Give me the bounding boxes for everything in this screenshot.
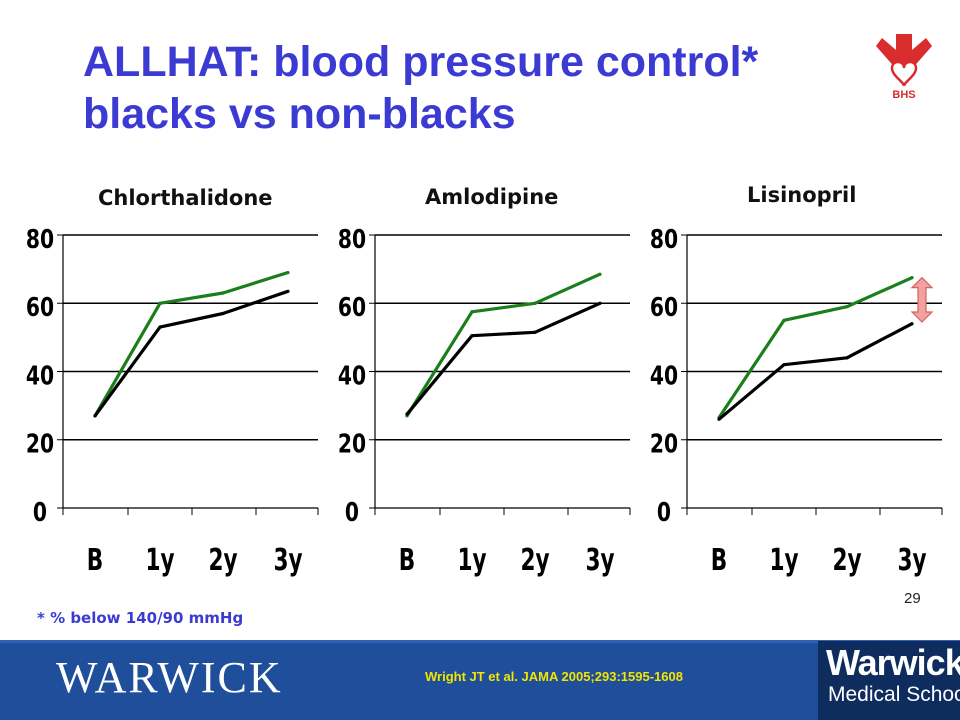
data-point <box>845 356 849 360</box>
series-line-green <box>717 276 913 419</box>
data-point <box>221 311 225 316</box>
x-tick-label: 2y <box>208 544 237 578</box>
data-point <box>845 305 849 309</box>
citation: Wright JT et al. JAMA 2005;293:1595-1608 <box>425 669 683 684</box>
data-point <box>717 417 721 421</box>
y-tick-label: 80 <box>338 225 366 255</box>
data-point <box>470 310 474 314</box>
y-tick-label: 0 <box>657 498 671 528</box>
slide-title-line-1: ALLHAT: blood pressure control* <box>83 38 759 86</box>
x-tick-label: 3y <box>273 544 302 578</box>
chart-title-chlorthalidone: Chlorthalidone <box>98 186 273 210</box>
y-tick-label: 60 <box>26 293 54 323</box>
series-line-green <box>93 270 289 417</box>
x-tick-label: B <box>87 544 103 578</box>
x-tick-label: 1y <box>457 544 486 578</box>
chart-title-lisinopril: Lisinopril <box>747 183 857 207</box>
slide-title-line-2: blacks vs non-blacks <box>83 90 516 138</box>
footnote: * % below 140/90 mmHg <box>37 609 244 627</box>
footer-divider <box>0 640 960 643</box>
y-tick-label: 20 <box>650 429 678 459</box>
chart-title-amlodipine: Amlodipine <box>425 185 559 209</box>
x-tick-label: B <box>711 544 727 578</box>
data-point <box>286 289 290 293</box>
data-point <box>470 334 474 338</box>
slide-number: 29 <box>904 590 921 607</box>
x-tick-label: 2y <box>832 544 861 578</box>
y-tick-label: 20 <box>26 429 54 459</box>
y-tick-label: 40 <box>26 361 54 391</box>
y-tick-label: 60 <box>650 293 678 323</box>
data-point <box>93 414 97 418</box>
x-tick-label: 2y <box>520 544 549 578</box>
y-tick-label: 80 <box>26 225 54 255</box>
x-tick-label: B <box>399 544 415 578</box>
data-point <box>910 276 914 280</box>
x-tick-label: 1y <box>145 544 174 578</box>
data-point <box>533 330 537 334</box>
x-tick-label: 3y <box>585 544 614 578</box>
chart-amlodipine: 0 20 40 60 80 B 1y 2y 3y <box>338 225 631 578</box>
bhs-logo-icon: BHS <box>876 34 932 100</box>
medical-school-logo-line-2: Medical School <box>828 683 960 706</box>
y-tick-label: 40 <box>650 361 678 391</box>
y-tick-label: 0 <box>345 498 359 528</box>
data-point <box>598 301 602 305</box>
data-point <box>286 270 290 275</box>
y-tick-label: 40 <box>338 361 366 391</box>
warwick-logo-text: WARWICK <box>56 653 283 702</box>
data-point <box>782 363 786 367</box>
data-point <box>221 291 225 295</box>
series-line-black <box>93 289 289 417</box>
series-line-black <box>717 322 913 421</box>
slide-title: ALLHAT: blood pressure control* blacks v… <box>83 36 863 140</box>
data-point <box>533 301 537 305</box>
y-tick-label: 60 <box>338 293 366 323</box>
data-point <box>158 301 162 305</box>
x-tick-label: 3y <box>897 544 926 578</box>
data-point <box>782 318 786 322</box>
difference-arrow-icon <box>910 276 934 323</box>
footer-bar <box>0 640 960 720</box>
series-line-black <box>405 301 601 416</box>
medical-school-logo <box>818 641 960 720</box>
data-point <box>910 322 914 326</box>
data-point <box>158 325 162 329</box>
y-tick-label: 80 <box>650 225 678 255</box>
x-tick-label: 1y <box>769 544 798 578</box>
data-point <box>598 272 602 276</box>
series-line-green <box>405 272 601 417</box>
chart-chlorthalidone: 0 20 40 60 80 B 1y 2y 3y <box>26 225 319 578</box>
bhs-logo-text: BHS <box>892 89 915 100</box>
data-point <box>405 412 409 416</box>
y-tick-label: 20 <box>338 429 366 459</box>
chart-lisinopril: 0 20 40 60 80 B 1y 2y 3y <box>650 225 943 578</box>
medical-school-logo-line-1: Warwick <box>826 642 960 683</box>
y-tick-label: 0 <box>33 498 47 528</box>
